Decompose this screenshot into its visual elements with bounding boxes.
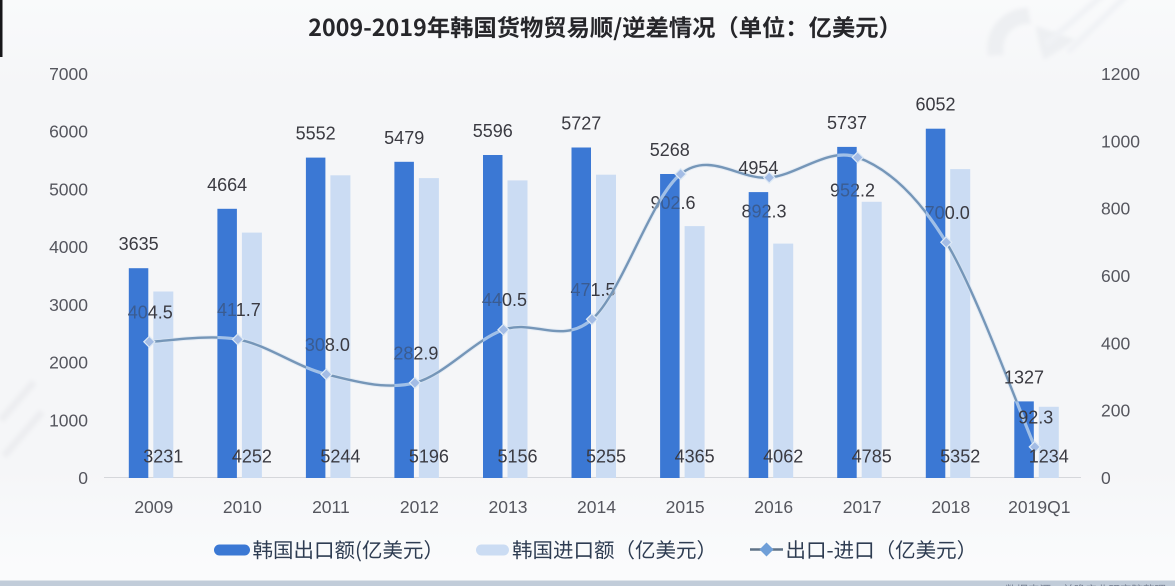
svg-text:0: 0 <box>1101 468 1111 488</box>
svg-text:2015: 2015 <box>666 497 705 517</box>
svg-text:3231: 3231 <box>143 447 183 467</box>
svg-text:600: 600 <box>1101 266 1130 286</box>
svg-text:4664: 4664 <box>207 175 247 195</box>
svg-text:2018: 2018 <box>931 497 970 517</box>
svg-text:5196: 5196 <box>409 447 449 467</box>
svg-text:400: 400 <box>1101 333 1130 353</box>
svg-text:200: 200 <box>1101 401 1130 421</box>
svg-text:4000: 4000 <box>49 237 88 257</box>
svg-text:5000: 5000 <box>49 179 88 199</box>
svg-text:2017: 2017 <box>843 497 882 517</box>
svg-text:5156: 5156 <box>497 447 537 467</box>
svg-text:1234: 1234 <box>1029 447 1069 467</box>
svg-text:1000: 1000 <box>1101 131 1140 151</box>
svg-text:7000: 7000 <box>49 64 88 84</box>
svg-text:2011: 2011 <box>312 497 350 517</box>
svg-text:92.3: 92.3 <box>1018 407 1053 427</box>
svg-text:2014: 2014 <box>577 497 616 517</box>
svg-text:800: 800 <box>1101 199 1130 219</box>
svg-text:4785: 4785 <box>852 447 892 467</box>
svg-text:4954: 4954 <box>738 158 778 178</box>
svg-text:5268: 5268 <box>650 140 690 160</box>
svg-text:2009: 2009 <box>134 497 173 517</box>
svg-text:5352: 5352 <box>940 447 980 467</box>
svg-text:5552: 5552 <box>296 124 336 144</box>
svg-text:4062: 4062 <box>763 447 803 467</box>
svg-text:1000: 1000 <box>49 410 88 430</box>
svg-text:3635: 3635 <box>119 234 159 254</box>
svg-text:5244: 5244 <box>320 447 360 467</box>
svg-text:6000: 6000 <box>49 122 88 142</box>
svg-text:5596: 5596 <box>473 121 513 141</box>
svg-text:0: 0 <box>78 468 88 488</box>
svg-text:2000: 2000 <box>49 353 88 373</box>
svg-text:1200: 1200 <box>1101 64 1140 84</box>
svg-text:6052: 6052 <box>915 95 955 115</box>
svg-text:2019Q1: 2019Q1 <box>1008 497 1070 517</box>
svg-text:2012: 2012 <box>400 497 439 517</box>
svg-text:4252: 4252 <box>232 447 272 467</box>
svg-text:2016: 2016 <box>754 497 793 517</box>
svg-text:3000: 3000 <box>49 295 88 315</box>
svg-text:2013: 2013 <box>489 497 528 517</box>
svg-text:5479: 5479 <box>384 128 424 148</box>
svg-text:5727: 5727 <box>561 114 601 134</box>
svg-text:4365: 4365 <box>675 447 715 467</box>
svg-text:1327: 1327 <box>1004 367 1044 387</box>
svg-text:5255: 5255 <box>586 447 626 467</box>
svg-text:2010: 2010 <box>223 497 262 517</box>
svg-text:5737: 5737 <box>827 113 867 133</box>
